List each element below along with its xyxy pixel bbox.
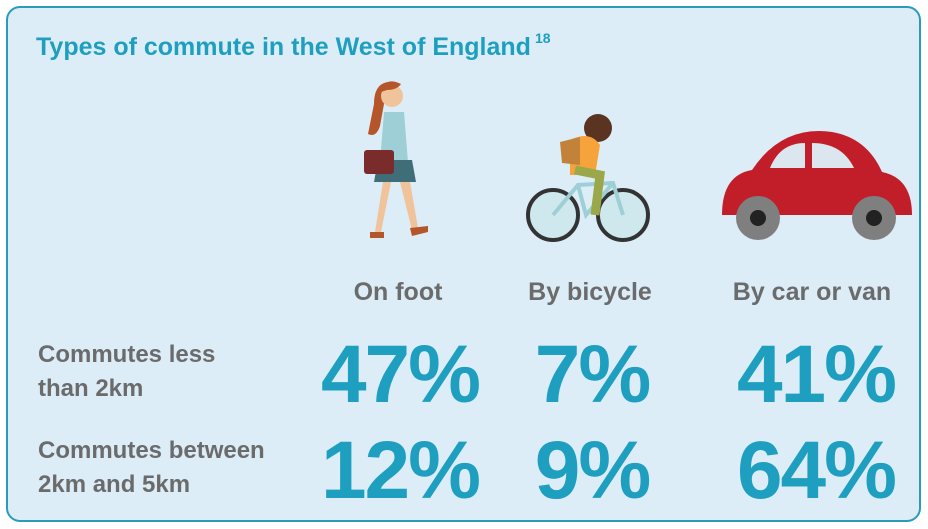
page: Types of commute in the West of England1… — [0, 0, 928, 529]
column-header: By bicycle — [480, 278, 700, 307]
percentage: 7% — [472, 328, 712, 422]
footnote: 18 — [535, 30, 551, 46]
column-header: On foot — [288, 278, 508, 307]
row-label-line: Commutes between — [38, 434, 265, 468]
percentage: 41% — [696, 328, 928, 422]
title-text: Types of commute in the West of England — [36, 33, 531, 61]
bicycle-icon — [528, 114, 648, 240]
row-label-line: 2km and 5km — [38, 468, 265, 502]
percentage: 9% — [472, 424, 712, 518]
pedestrian-icon — [364, 81, 428, 238]
column-header: By car or van — [702, 278, 922, 307]
car-icon — [722, 131, 912, 240]
row-label-line: than 2km — [38, 372, 215, 406]
percentage: 64% — [696, 424, 928, 518]
row-label-line: Commutes less — [38, 338, 215, 372]
